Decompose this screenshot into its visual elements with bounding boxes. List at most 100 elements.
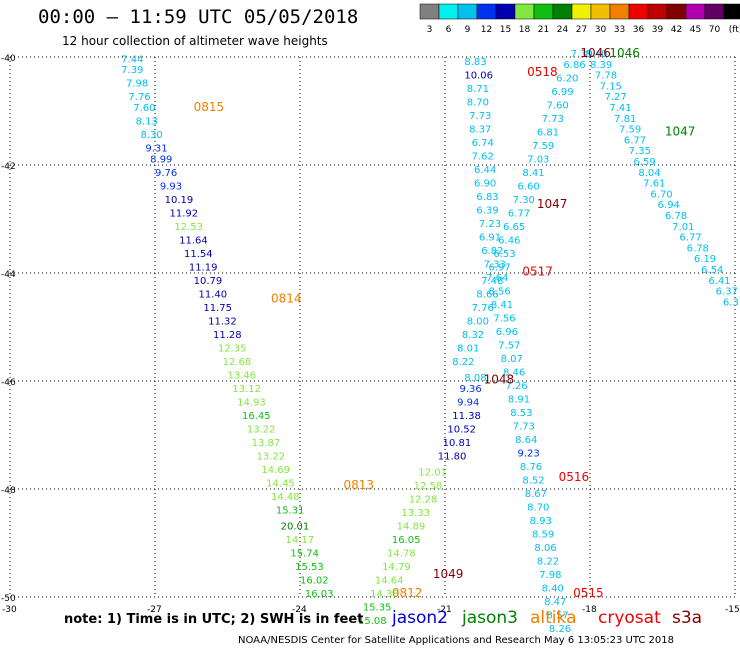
swh-value: 8.67 — [525, 489, 547, 500]
swh-value: 6.53 — [493, 249, 515, 260]
swh-value: 9.94 — [457, 397, 479, 408]
swh-value: 8.41 — [522, 168, 544, 179]
swh-value: 11.19 — [189, 262, 218, 273]
page-title: 00:00 — 11:59 UTC 05/05/2018 — [38, 6, 359, 28]
swh-value: 11.28 — [213, 330, 242, 341]
pass-time-label: 1046 — [609, 46, 640, 60]
swh-value: 6.99 — [551, 87, 573, 98]
swh-value: 6.82 — [481, 246, 503, 257]
lat-tick-label: -50 — [1, 594, 16, 604]
swh-value: 8.41 — [491, 300, 513, 311]
colorbar-tick-label: 6 — [446, 25, 452, 35]
swh-value: 6.37 — [716, 287, 738, 298]
swh-value: 14.48 — [271, 492, 300, 503]
swh-value: 8.30 — [141, 130, 163, 141]
satellite-legend-jason2: jason2 — [392, 608, 448, 628]
colorbar-tick-label: (ft) — [729, 25, 740, 35]
swh-value: 6.65 — [503, 222, 525, 233]
swh-value: 16.02 — [300, 576, 329, 587]
satellite-legend-s3a: s3a — [672, 608, 703, 628]
swh-value: 8.56 — [489, 287, 511, 298]
swh-value: 10.06 — [464, 71, 493, 82]
swh-value: 6.77 — [679, 233, 701, 244]
swh-value: 11.32 — [208, 316, 237, 327]
colorbar-tick-label: 70 — [709, 25, 721, 35]
swh-value: 8.70 — [467, 98, 489, 109]
colorbar-tick-label: 42 — [671, 25, 682, 35]
swh-value: 7.73 — [513, 422, 535, 433]
swh-value: 7.59 — [619, 125, 641, 136]
swh-value: 9.76 — [155, 168, 177, 179]
lat-tick-label: -40 — [1, 54, 16, 64]
swh-value: 7.78 — [595, 71, 617, 82]
lon-tick-label: -15 — [725, 605, 740, 615]
pass-time-label: 0515 — [573, 586, 604, 600]
swh-value: 7.01 — [672, 222, 694, 233]
page-subtitle: 12 hour collection of altimeter wave hei… — [62, 34, 328, 48]
swh-value: 7.73 — [469, 111, 491, 122]
swh-value: 7.76 — [128, 92, 150, 103]
swh-value: 12.35 — [218, 343, 247, 354]
swh-value: 12.28 — [409, 495, 438, 506]
swh-value: 11.40 — [199, 289, 228, 300]
swh-value: 6.81 — [537, 127, 559, 138]
pass-time-label: 1046 — [580, 46, 611, 60]
pass-time-label: 0813 — [344, 478, 375, 492]
swh-value: 8.57 — [547, 611, 569, 622]
swh-value: 7.64 — [486, 273, 508, 284]
swh-value: 7.26 — [505, 381, 527, 392]
swh-value: 6.94 — [658, 200, 680, 211]
swh-value: 6.3 — [723, 297, 739, 308]
swh-value: 8.52 — [522, 476, 544, 487]
swh-value: 7.39 — [571, 49, 593, 60]
swh-value: 6.97 — [489, 262, 511, 273]
swh-value: 10.19 — [165, 195, 194, 206]
swh-value: 14.79 — [382, 562, 411, 573]
lon-tick-label: -30 — [2, 605, 17, 615]
colorbar-tick-label: 15 — [500, 25, 511, 35]
swh-value: 8.64 — [515, 435, 537, 446]
swh-value: 7.03 — [527, 154, 549, 165]
swh-value: 8.22 — [452, 357, 474, 368]
swh-value: 8.66 — [476, 289, 498, 300]
swh-value: 6.91 — [479, 233, 501, 244]
swh-value: 7.73 — [542, 114, 564, 125]
swh-value: 11.75 — [203, 303, 232, 314]
swh-value: 8.53 — [510, 408, 532, 419]
colorbar-tick-label: 21 — [538, 25, 549, 35]
swh-value: 13.46 — [228, 370, 257, 381]
swh-value: 8.26 — [549, 624, 571, 635]
swh-value: 8.91 — [508, 395, 530, 406]
pass-time-label: 0814 — [271, 292, 302, 306]
swh-value: 9.31 — [145, 144, 167, 155]
swh-value: 6.54 — [701, 265, 723, 276]
swh-value: 8.99 — [150, 154, 172, 165]
swh-value: 7.57 — [498, 341, 520, 352]
swh-value: 8.22 — [537, 557, 559, 568]
swh-value: 7.59 — [532, 141, 554, 152]
swh-value: 8.07 — [501, 354, 523, 365]
swh-value: 9.23 — [518, 449, 540, 460]
swh-value: 15.31 — [276, 505, 305, 516]
swh-value: 6.70 — [650, 189, 672, 200]
swh-value: 6.59 — [634, 157, 656, 168]
swh-value: 11.54 — [184, 249, 213, 260]
swh-value: 8.39 — [590, 60, 612, 71]
swh-value: 11.64 — [179, 235, 208, 246]
lat-tick-label: -48 — [1, 486, 16, 496]
swh-value: 12.58 — [414, 481, 443, 492]
swh-value: 6.96 — [496, 327, 518, 338]
swh-value: 8.46 — [503, 368, 525, 379]
colorbar-tick-label: 27 — [576, 25, 587, 35]
swh-value: 8.06 — [534, 543, 556, 554]
swh-value: 15.74 — [290, 549, 319, 560]
pass-time-label: 1049 — [433, 567, 464, 581]
swh-value: 14.93 — [237, 397, 266, 408]
lon-tick-label: -27 — [147, 605, 162, 615]
swh-value: 8.40 — [542, 584, 564, 595]
lat-tick-label: -44 — [1, 270, 16, 280]
pass-time-label: 1048 — [484, 373, 515, 387]
